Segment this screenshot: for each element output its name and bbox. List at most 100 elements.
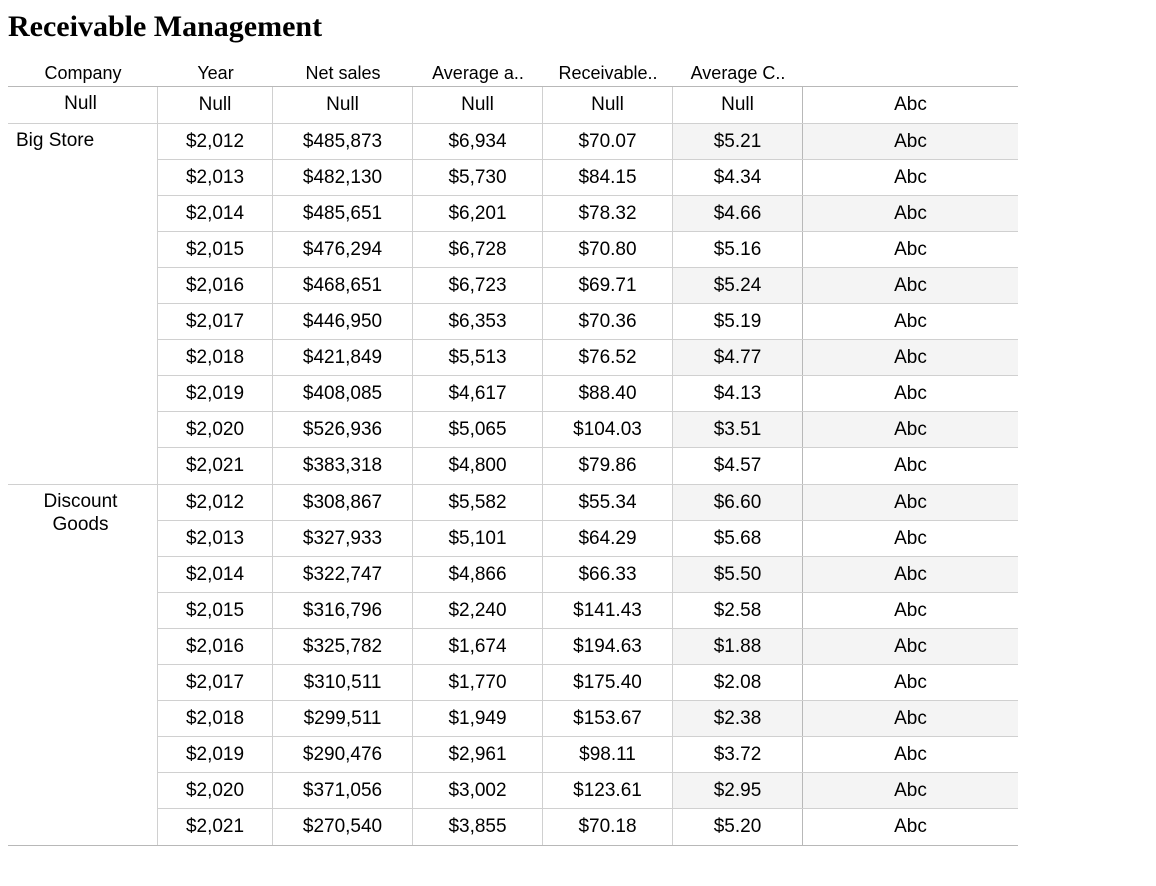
cell-net-sales[interactable]: $485,873 xyxy=(273,124,413,159)
cell-net-sales[interactable]: $290,476 xyxy=(273,737,413,772)
cell-abc[interactable]: Abc xyxy=(803,87,1018,123)
table-row[interactable]: $2,020$371,056$3,002$123.61$2.95Abc xyxy=(158,773,1018,809)
cell-average-c[interactable]: Null xyxy=(673,87,803,123)
cell-receivable[interactable]: $175.40 xyxy=(543,665,673,700)
cell-average-c[interactable]: $5.68 xyxy=(673,521,803,556)
table-row[interactable]: $2,021$270,540$3,855$70.18$5.20Abc xyxy=(158,809,1018,845)
table-row[interactable]: $2,018$299,511$1,949$153.67$2.38Abc xyxy=(158,701,1018,737)
cell-average-c[interactable]: $5.21 xyxy=(673,124,803,159)
cell-abc[interactable]: Abc xyxy=(803,629,1018,664)
cell-average-a[interactable]: $5,065 xyxy=(413,412,543,447)
table-row[interactable]: $2,013$327,933$5,101$64.29$5.68Abc xyxy=(158,521,1018,557)
cell-receivable[interactable]: $70.18 xyxy=(543,809,673,845)
cell-average-a[interactable]: $6,728 xyxy=(413,232,543,267)
table-row[interactable]: $2,014$485,651$6,201$78.32$4.66Abc xyxy=(158,196,1018,232)
cell-receivable[interactable]: $123.61 xyxy=(543,773,673,808)
table-row[interactable]: $2,019$408,085$4,617$88.40$4.13Abc xyxy=(158,376,1018,412)
cell-abc[interactable]: Abc xyxy=(803,232,1018,267)
cell-year[interactable]: $2,012 xyxy=(158,124,273,159)
cell-receivable[interactable]: $104.03 xyxy=(543,412,673,447)
cell-year[interactable]: $2,017 xyxy=(158,665,273,700)
cell-average-c[interactable]: $2.58 xyxy=(673,593,803,628)
cell-receivable[interactable]: $55.34 xyxy=(543,485,673,520)
table-row[interactable]: $2,021$383,318$4,800$79.86$4.57Abc xyxy=(158,448,1018,484)
cell-average-a[interactable]: $1,949 xyxy=(413,701,543,736)
cell-abc[interactable]: Abc xyxy=(803,773,1018,808)
cell-average-c[interactable]: $6.60 xyxy=(673,485,803,520)
col-header-average-a[interactable]: Average a.. xyxy=(413,63,543,84)
cell-receivable[interactable]: $79.86 xyxy=(543,448,673,484)
cell-net-sales[interactable]: $308,867 xyxy=(273,485,413,520)
cell-receivable[interactable]: $69.71 xyxy=(543,268,673,303)
table-row[interactable]: $2,012$308,867$5,582$55.34$6.60Abc xyxy=(158,485,1018,521)
cell-average-c[interactable]: $5.19 xyxy=(673,304,803,339)
cell-receivable[interactable]: $98.11 xyxy=(543,737,673,772)
cell-year[interactable]: $2,019 xyxy=(158,376,273,411)
cell-net-sales[interactable]: $371,056 xyxy=(273,773,413,808)
table-row[interactable]: $2,012$485,873$6,934$70.07$5.21Abc xyxy=(158,124,1018,160)
cell-average-a[interactable]: $4,617 xyxy=(413,376,543,411)
cell-receivable[interactable]: $70.36 xyxy=(543,304,673,339)
cell-average-a[interactable]: $3,855 xyxy=(413,809,543,845)
cell-net-sales[interactable]: $316,796 xyxy=(273,593,413,628)
cell-average-a[interactable]: $6,723 xyxy=(413,268,543,303)
cell-average-c[interactable]: $2.08 xyxy=(673,665,803,700)
cell-year[interactable]: $2,015 xyxy=(158,593,273,628)
cell-average-a[interactable]: $5,101 xyxy=(413,521,543,556)
cell-receivable[interactable]: Null xyxy=(543,87,673,123)
cell-abc[interactable]: Abc xyxy=(803,160,1018,195)
cell-year[interactable]: $2,013 xyxy=(158,521,273,556)
group-label[interactable]: Big Store xyxy=(8,124,158,484)
cell-net-sales[interactable]: $526,936 xyxy=(273,412,413,447)
cell-year[interactable]: $2,018 xyxy=(158,340,273,375)
cell-receivable[interactable]: $88.40 xyxy=(543,376,673,411)
col-header-receivable[interactable]: Receivable.. xyxy=(543,63,673,84)
cell-year[interactable]: $2,012 xyxy=(158,485,273,520)
cell-receivable[interactable]: $70.07 xyxy=(543,124,673,159)
cell-average-c[interactable]: $4.66 xyxy=(673,196,803,231)
cell-abc[interactable]: Abc xyxy=(803,485,1018,520)
cell-abc[interactable]: Abc xyxy=(803,412,1018,447)
cell-year[interactable]: $2,017 xyxy=(158,304,273,339)
cell-net-sales[interactable]: $270,540 xyxy=(273,809,413,845)
cell-average-a[interactable]: $2,961 xyxy=(413,737,543,772)
cell-abc[interactable]: Abc xyxy=(803,268,1018,303)
cell-net-sales[interactable]: $327,933 xyxy=(273,521,413,556)
table-row[interactable]: $2,019$290,476$2,961$98.11$3.72Abc xyxy=(158,737,1018,773)
cell-year[interactable]: $2,021 xyxy=(158,448,273,484)
cell-average-c[interactable]: $4.13 xyxy=(673,376,803,411)
cell-average-a[interactable]: $1,674 xyxy=(413,629,543,664)
cell-net-sales[interactable]: $482,130 xyxy=(273,160,413,195)
cell-year[interactable]: $2,015 xyxy=(158,232,273,267)
cell-average-a[interactable]: $4,800 xyxy=(413,448,543,484)
cell-net-sales[interactable]: Null xyxy=(273,87,413,123)
cell-average-c[interactable]: $2.95 xyxy=(673,773,803,808)
cell-receivable[interactable]: $194.63 xyxy=(543,629,673,664)
cell-average-c[interactable]: $4.77 xyxy=(673,340,803,375)
cell-abc[interactable]: Abc xyxy=(803,448,1018,484)
cell-receivable[interactable]: $84.15 xyxy=(543,160,673,195)
cell-net-sales[interactable]: $421,849 xyxy=(273,340,413,375)
table-row[interactable]: $2,020$526,936$5,065$104.03$3.51Abc xyxy=(158,412,1018,448)
cell-average-c[interactable]: $4.34 xyxy=(673,160,803,195)
table-row[interactable]: $2,013$482,130$5,730$84.15$4.34Abc xyxy=(158,160,1018,196)
cell-receivable[interactable]: $70.80 xyxy=(543,232,673,267)
cell-receivable[interactable]: $76.52 xyxy=(543,340,673,375)
cell-receivable[interactable]: $66.33 xyxy=(543,557,673,592)
cell-year[interactable]: $2,016 xyxy=(158,629,273,664)
table-row[interactable]: $2,014$322,747$4,866$66.33$5.50Abc xyxy=(158,557,1018,593)
cell-abc[interactable]: Abc xyxy=(803,376,1018,411)
table-row[interactable]: $2,018$421,849$5,513$76.52$4.77Abc xyxy=(158,340,1018,376)
cell-average-a[interactable]: $3,002 xyxy=(413,773,543,808)
cell-average-c[interactable]: $5.20 xyxy=(673,809,803,845)
cell-year[interactable]: $2,014 xyxy=(158,196,273,231)
table-row[interactable]: $2,017$310,511$1,770$175.40$2.08Abc xyxy=(158,665,1018,701)
cell-average-a[interactable]: Null xyxy=(413,87,543,123)
col-header-company[interactable]: Company xyxy=(8,63,158,84)
cell-average-c[interactable]: $5.24 xyxy=(673,268,803,303)
cell-net-sales[interactable]: $476,294 xyxy=(273,232,413,267)
cell-average-c[interactable]: $5.16 xyxy=(673,232,803,267)
cell-average-a[interactable]: $6,934 xyxy=(413,124,543,159)
col-header-net-sales[interactable]: Net sales xyxy=(273,63,413,84)
cell-year[interactable]: $2,018 xyxy=(158,701,273,736)
